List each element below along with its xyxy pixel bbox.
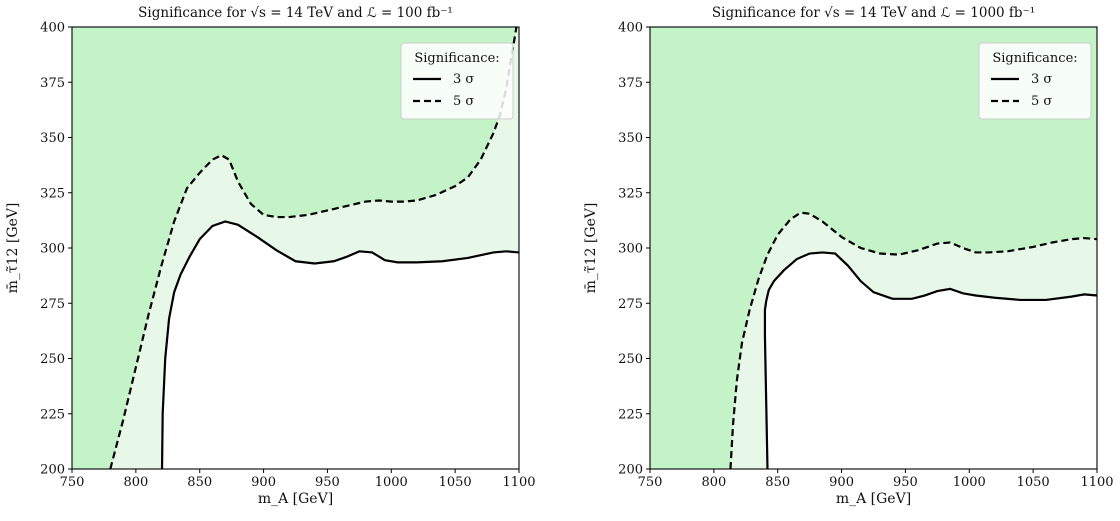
y-tick-label: 350: [40, 131, 65, 146]
y-tick-label: 225: [618, 407, 643, 422]
legend: Significance: 3 σ 5 σ: [978, 42, 1092, 120]
y-tick-label: 225: [40, 407, 65, 422]
legend-label-3-sigma: 3 σ: [1031, 72, 1052, 87]
legend-label-3-sigma: 3 σ: [453, 72, 474, 87]
x-tick-label: 1050: [439, 475, 472, 490]
x-tick-label: 900: [251, 475, 276, 490]
y-tick-label: 325: [40, 186, 65, 201]
y-tick-label: 300: [618, 242, 643, 257]
x-tick-label: 750: [60, 475, 85, 490]
legend-title: Significance:: [414, 51, 499, 66]
y-tick-label: 200: [618, 463, 643, 478]
x-tick-label: 1100: [1080, 475, 1113, 490]
series-line-5-sigma: [729, 211, 1098, 470]
x-tick-label: 1000: [375, 475, 408, 490]
x-tick-label: 850: [765, 475, 790, 490]
series-line-3-sigma: [763, 251, 1098, 470]
y-tick-label: 300: [40, 242, 65, 257]
y-tick-label: 250: [618, 352, 643, 367]
region-above-5-sigma: [72, 27, 517, 469]
y-tick-label: 250: [40, 352, 65, 367]
x-tick-label: 950: [893, 475, 918, 490]
chart-title: Significance for √s = 14 TeV and ℒ = 100…: [138, 5, 453, 21]
y-tick-label: 400: [618, 21, 643, 36]
y-tick-label: 375: [618, 76, 643, 91]
legend-label-5-sigma: 5 σ: [453, 94, 474, 109]
x-axis-label: m_A [GeV]: [258, 491, 333, 507]
y-tick-label: 375: [40, 76, 65, 91]
x-tick-label: 750: [638, 475, 663, 490]
y-axis-ticks: 200 225 250 275 300 325 350 375 400: [40, 21, 72, 478]
y-tick-label: 200: [40, 463, 65, 478]
legend: Significance: 3 σ 5 σ: [400, 42, 514, 120]
x-tick-label: 800: [701, 475, 726, 490]
chart-title: Significance for √s = 14 TeV and ℒ = 100…: [712, 5, 1035, 21]
x-tick-label: 800: [123, 475, 148, 490]
x-tick-label: 1050: [1017, 475, 1050, 490]
y-tick-label: 275: [40, 297, 65, 312]
y-tick-label: 400: [40, 21, 65, 36]
x-axis-label: m_A [GeV]: [836, 491, 911, 507]
left-chart-panel: 750 800 850 900 950 1000 1050 1100 200 225 250 275…: [5, 5, 536, 507]
x-tick-label: 900: [829, 475, 854, 490]
y-axis-ticks: 200 225 250 275 300 325 350 375 400: [618, 21, 650, 478]
x-tick-label: 950: [315, 475, 340, 490]
x-tick-label: 1000: [953, 475, 986, 490]
y-axis-label: m̄_τ̃12 [GeV]: [583, 203, 599, 294]
legend-label-5-sigma: 5 σ: [1031, 94, 1052, 109]
series-line-3-sigma: [160, 220, 520, 470]
x-tick-label: 1100: [502, 475, 535, 490]
legend-title: Significance:: [992, 51, 1077, 66]
x-axis-ticks: 750 800 850 900 950 1000 1050 1100: [60, 469, 536, 490]
right-chart-panel: 750 800 850 900 950 1000 1050 1100 200 225 250 275…: [583, 5, 1114, 507]
region-above-5-sigma: [650, 27, 1097, 469]
y-tick-label: 325: [618, 186, 643, 201]
x-tick-label: 850: [187, 475, 212, 490]
y-tick-label: 275: [618, 297, 643, 312]
series-line-5-sigma: [109, 26, 518, 470]
x-axis-ticks: 750 800 850 900 950 1000 1050 1100: [638, 469, 1114, 490]
y-axis-label: m̄_τ̃12 [GeV]: [5, 203, 21, 294]
y-tick-label: 350: [618, 131, 643, 146]
